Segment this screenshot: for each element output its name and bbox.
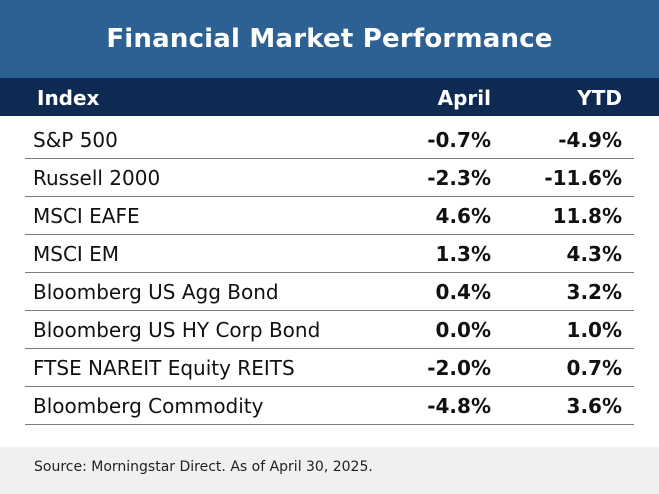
header-ytd: YTD — [577, 86, 622, 110]
row-april-value: 0.0% — [435, 318, 491, 342]
table-row: Russell 2000 -2.3% -11.6% — [25, 159, 634, 197]
row-ytd-value: 3.2% — [566, 280, 622, 304]
row-april-value: -4.8% — [427, 394, 491, 418]
row-ytd-value: 3.6% — [566, 394, 622, 418]
row-april-value: -0.7% — [427, 128, 491, 152]
table-row: Bloomberg Commodity -4.8% 3.6% — [25, 387, 634, 425]
row-april-value: 0.4% — [435, 280, 491, 304]
row-ytd-value: 4.3% — [566, 242, 622, 266]
row-ytd-value: 11.8% — [552, 204, 622, 228]
row-index-name: Russell 2000 — [33, 166, 161, 190]
row-index-name: Bloomberg US HY Corp Bond — [33, 318, 321, 342]
header-april: April — [437, 86, 491, 110]
row-index-name: FTSE NAREIT Equity REITS — [33, 356, 295, 380]
table-row: MSCI EM 1.3% 4.3% — [25, 235, 634, 273]
row-index-name: Bloomberg Commodity — [33, 394, 264, 418]
source-note: Source: Morningstar Direct. As of April … — [34, 459, 373, 475]
row-ytd-value: 0.7% — [566, 356, 622, 380]
row-ytd-value: 1.0% — [566, 318, 622, 342]
footer: Source: Morningstar Direct. As of April … — [0, 447, 659, 494]
row-april-value: 1.3% — [435, 242, 491, 266]
row-index-name: MSCI EM — [33, 242, 120, 266]
table-row: S&P 500 -0.7% -4.9% — [25, 121, 634, 159]
header-index: Index — [37, 86, 100, 110]
table-row: FTSE NAREIT Equity REITS -2.0% 0.7% — [25, 349, 634, 387]
row-ytd-value: -11.6% — [544, 166, 622, 190]
table-row: MSCI EAFE 4.6% 11.8% — [25, 197, 634, 235]
row-april-value: -2.0% — [427, 356, 491, 380]
table-body: S&P 500 -0.7% -4.9% Russell 2000 -2.3% -11.6%… — [25, 121, 634, 425]
table-row: Bloomberg US HY Corp Bond 0.0% 1.0% — [25, 311, 634, 349]
row-ytd-value: -4.9% — [558, 128, 622, 152]
table-row: Bloomberg US Agg Bond 0.4% 3.2% — [25, 273, 634, 311]
row-index-name: S&P 500 — [33, 128, 118, 152]
page-title: Financial Market Performance — [106, 24, 553, 54]
row-april-value: -2.3% — [427, 166, 491, 190]
row-index-name: Bloomberg US Agg Bond — [33, 280, 279, 304]
title-bar: Financial Market Performance — [0, 0, 659, 78]
row-april-value: 4.6% — [435, 204, 491, 228]
table-header: Index April YTD — [0, 78, 659, 116]
row-index-name: MSCI EAFE — [33, 204, 140, 228]
